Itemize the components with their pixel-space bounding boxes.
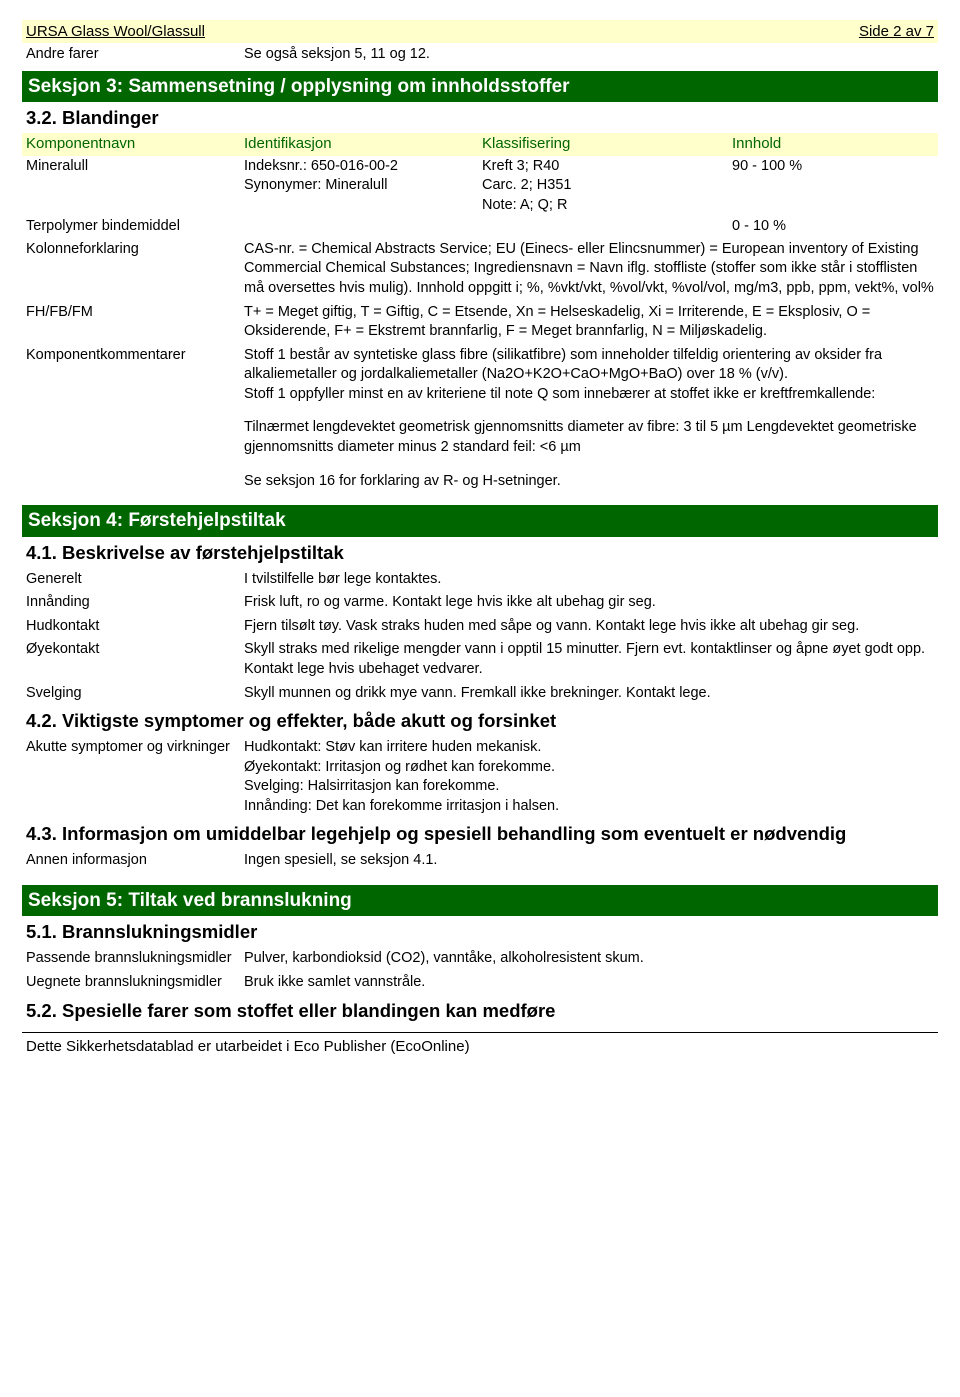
section-4-3-subhead: 4.3. Informasjon om umiddelbar legehjelp… — [22, 818, 938, 849]
generelt-label: Generelt — [26, 570, 244, 590]
component-id-1: Indeksnr.: 650-016-00-2 — [244, 157, 482, 177]
product-name: URSA Glass Wool/Glassull — [26, 22, 859, 42]
header-klassifisering: Klassifisering — [482, 134, 732, 154]
komp-p1: Stoff 1 består av syntetiske glass fibre… — [244, 346, 934, 385]
section-5-1-subhead: 5.1. Brannslukningsmidler — [22, 916, 938, 947]
generelt-value: I tvilstilfelle bør lege kontaktes. — [244, 570, 934, 590]
component-name: Mineralull — [26, 157, 244, 216]
annen-value: Ingen spesiell, se seksjon 4.1. — [244, 851, 934, 871]
section-3-2-subhead: 3.2. Blandinger — [22, 102, 938, 133]
andre-farer-label: Andre farer — [26, 45, 244, 65]
section-3-title: Seksjon 3: Sammensetning / opplysning om… — [22, 71, 938, 103]
akutte-label: Akutte symptomer og virkninger — [26, 738, 244, 816]
footer-text: Dette Sikkerhetsdatablad er utarbeidet i… — [22, 1032, 938, 1057]
components-header: Komponentnavn Identifikasjon Klassifiser… — [22, 133, 938, 155]
uegnete-row: Uegnete brannslukningsmidler Bruk ikke s… — [22, 971, 938, 995]
hudkontakt-row: Hudkontakt Fjern tilsølt tøy. Vask strak… — [22, 615, 938, 639]
innanding-label: Innånding — [26, 593, 244, 613]
component-row: Terpolymer bindemiddel 0 - 10 % — [22, 216, 938, 238]
component-content: 90 - 100 % — [732, 157, 934, 216]
fhfbfm-value: T+ = Meget giftig, T = Giftig, C = Etsen… — [244, 303, 934, 342]
section-4-2-subhead: 4.2. Viktigste symptomer og effekter, bå… — [22, 705, 938, 736]
andre-farer-row: Andre farer Se også seksjon 5, 11 og 12. — [22, 43, 938, 67]
andre-farer-value: Se også seksjon 5, 11 og 12. — [244, 45, 934, 65]
akutte-line-4: Innånding: Det kan forekomme irritasjon … — [244, 797, 934, 817]
component-row: Mineralull Indeksnr.: 650-016-00-2 Synon… — [22, 156, 938, 217]
header-komponentnavn: Komponentnavn — [26, 134, 244, 154]
akutte-row: Akutte symptomer og virkninger Hudkontak… — [22, 736, 938, 818]
passende-value: Pulver, karbondioksid (CO2), vanntåke, a… — [244, 949, 934, 969]
akutte-line-2: Øyekontakt: Irritasjon og rødhet kan for… — [244, 758, 934, 778]
annen-row: Annen informasjon Ingen spesiell, se sek… — [22, 849, 938, 873]
component-class — [482, 217, 732, 237]
komponentkommentarer-row: Komponentkommentarer Stoff 1 består av s… — [22, 344, 938, 493]
svelging-value: Skyll munnen og drikk mye vann. Fremkall… — [244, 684, 934, 704]
fhfbfm-row: FH/FB/FM T+ = Meget giftig, T = Giftig, … — [22, 301, 938, 344]
innanding-row: Innånding Frisk luft, ro og varme. Konta… — [22, 591, 938, 615]
komp-p4: Se seksjon 16 for forklaring av R- og H-… — [244, 472, 934, 492]
passende-label: Passende brannslukningsmidler — [26, 949, 244, 969]
uegnete-value: Bruk ikke samlet vannstråle. — [244, 973, 934, 993]
oyekontakt-row: Øyekontakt Skyll straks med rikelige men… — [22, 638, 938, 681]
annen-label: Annen informasjon — [26, 851, 244, 871]
kolonneforklaring-label: Kolonneforklaring — [26, 240, 244, 299]
hudkontakt-label: Hudkontakt — [26, 617, 244, 637]
kolonneforklaring-row: Kolonneforklaring CAS-nr. = Chemical Abs… — [22, 238, 938, 301]
hudkontakt-value: Fjern tilsølt tøy. Vask straks huden med… — [244, 617, 934, 637]
oyekontakt-label: Øyekontakt — [26, 640, 244, 679]
component-id — [244, 217, 482, 237]
passende-row: Passende brannslukningsmidler Pulver, ka… — [22, 947, 938, 971]
komp-p3: Tilnærmet lengdevektet geometrisk gjenno… — [244, 418, 934, 457]
akutte-line-1: Hudkontakt: Støv kan irritere huden meka… — [244, 738, 934, 758]
oyekontakt-value: Skyll straks med rikelige mengder vann i… — [244, 640, 934, 679]
svelging-row: Svelging Skyll munnen og drikk mye vann.… — [22, 682, 938, 706]
innanding-value: Frisk luft, ro og varme. Kontakt lege hv… — [244, 593, 934, 613]
header-innhold: Innhold — [732, 134, 934, 154]
header-identifikasjon: Identifikasjon — [244, 134, 482, 154]
page-header: URSA Glass Wool/Glassull Side 2 av 7 — [22, 20, 938, 43]
generelt-row: Generelt I tvilstilfelle bør lege kontak… — [22, 568, 938, 592]
component-content: 0 - 10 % — [732, 217, 934, 237]
section-4-title: Seksjon 4: Førstehjelpstiltak — [22, 505, 938, 537]
komp-p2: Stoff 1 oppfyller minst en av kriteriene… — [244, 385, 934, 405]
page-number: Side 2 av 7 — [859, 22, 934, 42]
section-5-2-subhead: 5.2. Spesielle farer som stoffet eller b… — [22, 995, 938, 1026]
uegnete-label: Uegnete brannslukningsmidler — [26, 973, 244, 993]
component-name: Terpolymer bindemiddel — [26, 217, 244, 237]
component-id-2: Synonymer: Mineralull — [244, 176, 482, 196]
komponentkommentarer-label: Komponentkommentarer — [26, 346, 244, 491]
section-5-title: Seksjon 5: Tiltak ved brannslukning — [22, 885, 938, 917]
akutte-line-3: Svelging: Halsirritasjon kan forekomme. — [244, 777, 934, 797]
svelging-label: Svelging — [26, 684, 244, 704]
component-class-1: Kreft 3; R40 — [482, 157, 732, 177]
component-class-2: Carc. 2; H351 — [482, 176, 732, 196]
kolonneforklaring-value: CAS-nr. = Chemical Abstracts Service; EU… — [244, 240, 934, 299]
fhfbfm-label: FH/FB/FM — [26, 303, 244, 342]
component-class-3: Note: A; Q; R — [482, 196, 732, 216]
section-4-1-subhead: 4.1. Beskrivelse av førstehjelpstiltak — [22, 537, 938, 568]
